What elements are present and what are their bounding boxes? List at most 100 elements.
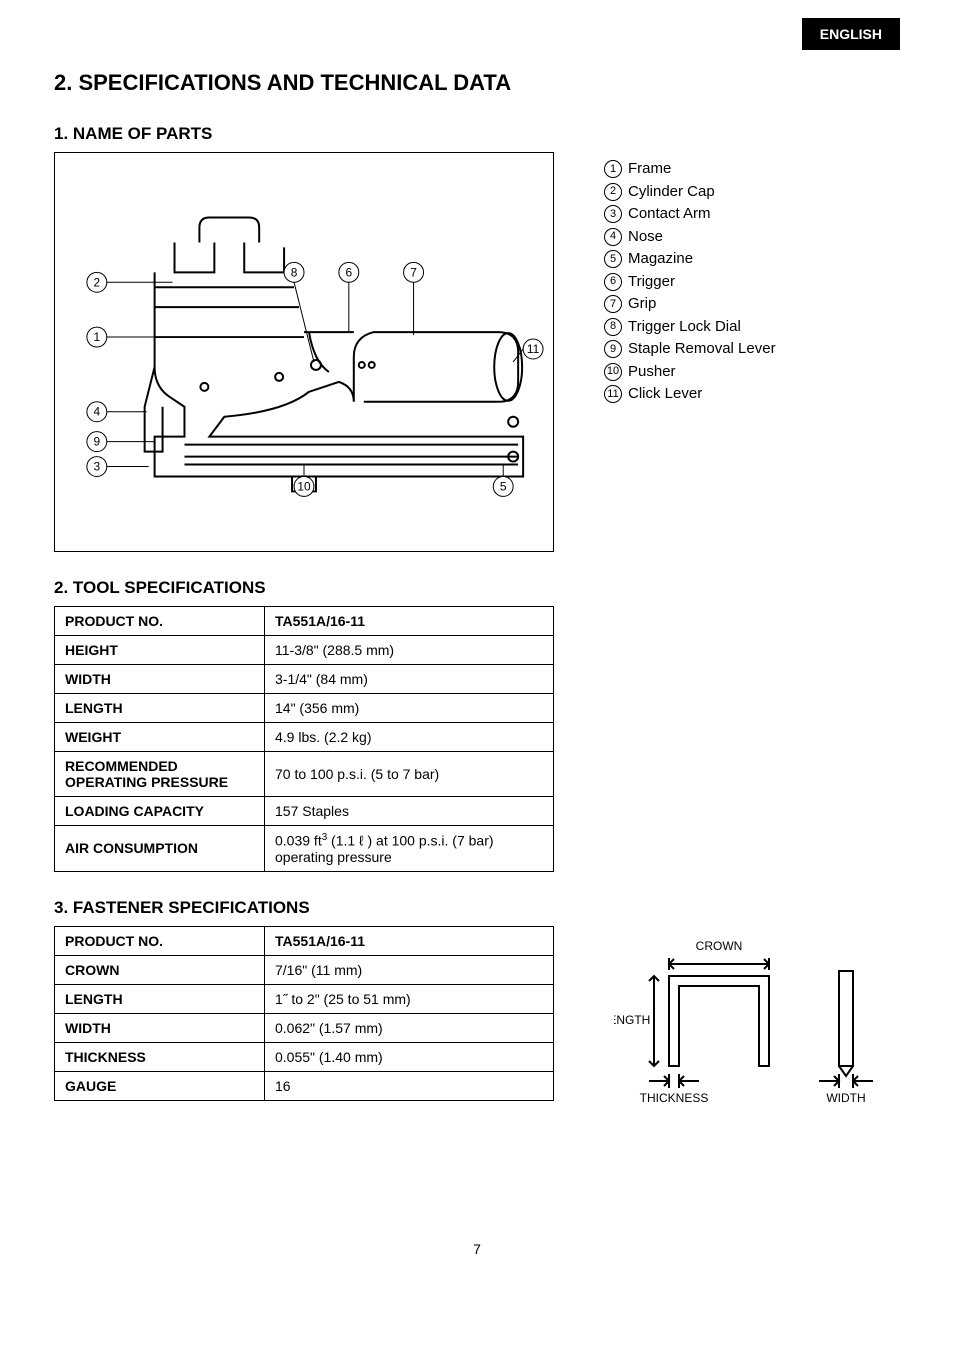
parts-legend-label: Magazine xyxy=(628,248,693,271)
parts-legend-item: 9 Staple Removal Lever xyxy=(604,338,776,361)
parts-legend-item: 11 Click Lever xyxy=(604,383,776,406)
circled-number-icon: 11 xyxy=(604,385,622,403)
spec-label: LENGTH xyxy=(55,694,265,723)
spec-label: AIR CONSUMPTION xyxy=(55,826,265,872)
table-row: CROWN7/16" (11 mm) xyxy=(55,955,554,984)
page-number: 7 xyxy=(54,1241,900,1257)
circled-number-icon: 5 xyxy=(604,250,622,268)
table-row: WIDTH0.062" (1.57 mm) xyxy=(55,1013,554,1042)
spec-label: GAUGE xyxy=(55,1071,265,1100)
circled-number-icon: 6 xyxy=(604,273,622,291)
spec-value: 157 Staples xyxy=(265,797,554,826)
parts-legend-item: 6 Trigger xyxy=(604,271,776,294)
circled-number-icon: 4 xyxy=(604,228,622,246)
svg-text:9: 9 xyxy=(94,435,101,449)
svg-text:3: 3 xyxy=(94,460,101,474)
parts-legend-item: 4 Nose xyxy=(604,226,776,249)
parts-legend-label: Trigger xyxy=(628,271,675,294)
fastener-diagram: CROWN LENGTH THICKNESS WIDTH xyxy=(614,926,900,1111)
parts-legend-item: 2 Cylinder Cap xyxy=(604,181,776,204)
crown-label: CROWN xyxy=(696,939,743,953)
svg-text:6: 6 xyxy=(345,265,352,279)
circled-number-icon: 9 xyxy=(604,340,622,358)
spec-label: THICKNESS xyxy=(55,1042,265,1071)
tool-specs-heading: 2. TOOL SPECIFICATIONS xyxy=(54,578,900,598)
table-row: WIDTH3-1/4" (84 mm) xyxy=(55,665,554,694)
parts-legend-item: 3Contact Arm xyxy=(604,203,776,226)
spec-label: WEIGHT xyxy=(55,723,265,752)
width-label: WIDTH xyxy=(826,1091,865,1105)
table-row: LENGTH1˝ to 2" (25 to 51 mm) xyxy=(55,984,554,1013)
parts-legend-item: 10 Pusher xyxy=(604,361,776,384)
stapler-diagram-svg: 1 2 3 4 5 6 7 8 9 10 11 xyxy=(55,153,553,551)
spec-value: 70 to 100 p.s.i. (5 to 7 bar) xyxy=(265,752,554,797)
parts-legend-label: Trigger Lock Dial xyxy=(628,316,741,339)
circled-number-icon: 2 xyxy=(604,183,622,201)
parts-legend-label: Pusher xyxy=(628,361,676,384)
spec-label: WIDTH xyxy=(55,1013,265,1042)
spec-value: TA551A/16-11 xyxy=(265,926,554,955)
parts-diagram: 1 2 3 4 5 6 7 8 9 10 11 xyxy=(54,152,554,552)
main-heading: 2. SPECIFICATIONS AND TECHNICAL DATA xyxy=(54,70,900,96)
table-row: WEIGHT4.9 lbs. (2.2 kg) xyxy=(55,723,554,752)
circled-number-icon: 7 xyxy=(604,295,622,313)
parts-legend-label: Cylinder Cap xyxy=(628,181,715,204)
spec-label: RECOMMENDED OPERATING PRESSURE xyxy=(55,752,265,797)
spec-value: 4.9 lbs. (2.2 kg) xyxy=(265,723,554,752)
parts-legend-label: Staple Removal Lever xyxy=(628,338,776,361)
parts-heading: 1. NAME OF PARTS xyxy=(54,124,900,144)
table-row: PRODUCT NO.TA551A/16-11 xyxy=(55,607,554,636)
fastener-specs-heading: 3. FASTENER SPECIFICATIONS xyxy=(54,898,900,918)
table-row: RECOMMENDED OPERATING PRESSURE70 to 100 … xyxy=(55,752,554,797)
parts-legend-label: Nose xyxy=(628,226,663,249)
parts-legend-item: 8 Trigger Lock Dial xyxy=(604,316,776,339)
svg-text:7: 7 xyxy=(410,265,417,279)
table-row: HEIGHT11-3/8" (288.5 mm) xyxy=(55,636,554,665)
parts-legend-label: Frame xyxy=(628,158,671,181)
spec-value: 0.055" (1.40 mm) xyxy=(265,1042,554,1071)
spec-value: 3-1/4" (84 mm) xyxy=(265,665,554,694)
length-label: LENGTH xyxy=(614,1013,650,1027)
tool-specs-table: PRODUCT NO.TA551A/16-11HEIGHT11-3/8" (28… xyxy=(54,606,554,872)
spec-value: 14" (356 mm) xyxy=(265,694,554,723)
spec-value: 11-3/8" (288.5 mm) xyxy=(265,636,554,665)
spec-value: TA551A/16-11 xyxy=(265,607,554,636)
circled-number-icon: 3 xyxy=(604,205,622,223)
parts-legend-label: Click Lever xyxy=(628,383,702,406)
table-row: LENGTH14" (356 mm) xyxy=(55,694,554,723)
spec-value: 7/16" (11 mm) xyxy=(265,955,554,984)
table-row: GAUGE16 xyxy=(55,1071,554,1100)
spec-value: 1˝ to 2" (25 to 51 mm) xyxy=(265,984,554,1013)
circled-number-icon: 10 xyxy=(604,363,622,381)
svg-text:2: 2 xyxy=(94,275,101,289)
spec-value: 0.062" (1.57 mm) xyxy=(265,1013,554,1042)
table-row: AIR CONSUMPTION0.039 ft3 (1.1 ℓ ) at 100… xyxy=(55,826,554,872)
thickness-label: THICKNESS xyxy=(640,1091,709,1105)
table-row: THICKNESS0.055" (1.40 mm) xyxy=(55,1042,554,1071)
parts-legend-list: 1 Frame 2 Cylinder Cap3Contact Arm 4 Nose 5 Mag… xyxy=(604,152,776,406)
svg-text:5: 5 xyxy=(500,479,507,493)
svg-text:8: 8 xyxy=(291,265,298,279)
spec-label: LENGTH xyxy=(55,984,265,1013)
svg-text:10: 10 xyxy=(297,479,311,493)
spec-label: PRODUCT NO. xyxy=(55,607,265,636)
parts-legend-item: 7 Grip xyxy=(604,293,776,316)
spec-label: HEIGHT xyxy=(55,636,265,665)
parts-legend-item: 1 Frame xyxy=(604,158,776,181)
svg-text:11: 11 xyxy=(527,342,540,356)
circled-number-icon: 1 xyxy=(604,160,622,178)
section-tool-specs: 2. TOOL SPECIFICATIONS PRODUCT NO.TA551A… xyxy=(54,578,900,872)
table-row: LOADING CAPACITY157 Staples xyxy=(55,797,554,826)
spec-label: PRODUCT NO. xyxy=(55,926,265,955)
section-name-of-parts: 1. NAME OF PARTS xyxy=(54,124,900,552)
fastener-specs-table: PRODUCT NO.TA551A/16-11CROWN7/16" (11 mm… xyxy=(54,926,554,1101)
table-row: PRODUCT NO.TA551A/16-11 xyxy=(55,926,554,955)
parts-legend-label: Grip xyxy=(628,293,656,316)
spec-label: LOADING CAPACITY xyxy=(55,797,265,826)
spec-label: CROWN xyxy=(55,955,265,984)
svg-text:1: 1 xyxy=(94,330,101,344)
circled-number-icon: 8 xyxy=(604,318,622,336)
svg-text:4: 4 xyxy=(94,405,101,419)
spec-value: 16 xyxy=(265,1071,554,1100)
language-tab: ENGLISH xyxy=(802,18,900,50)
